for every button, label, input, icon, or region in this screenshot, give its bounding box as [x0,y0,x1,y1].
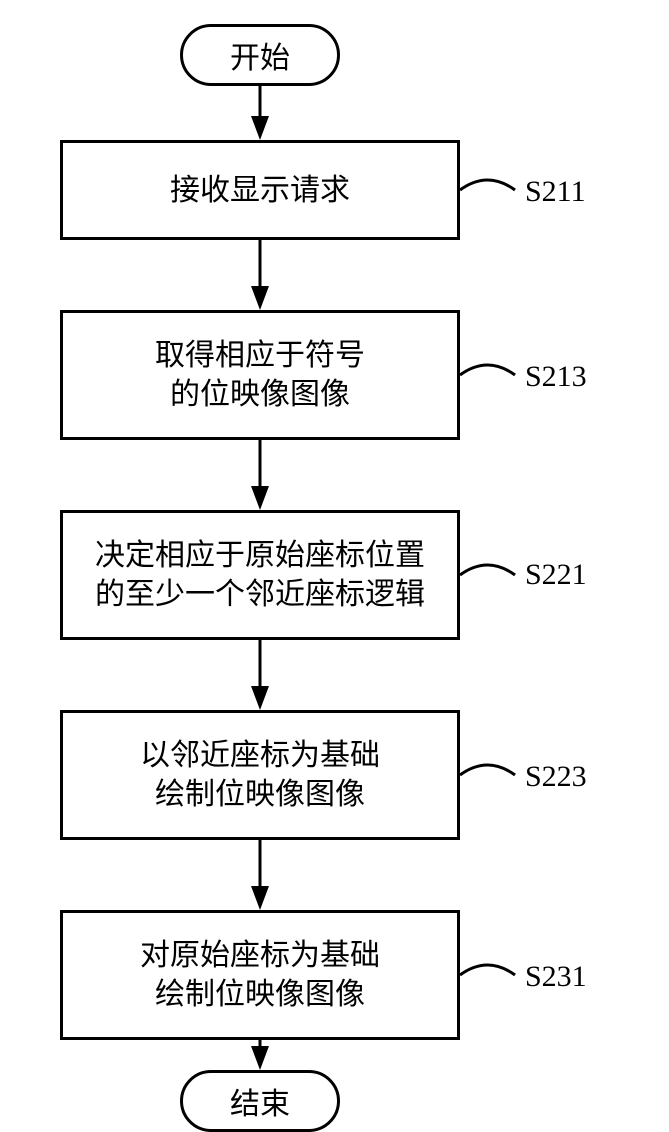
process-s221: 决定相应于原始座标位置 的至少一个邻近座标逻辑 [60,510,460,640]
process-s211: 接收显示请求 [60,140,460,240]
flowchart-canvas: 开始 接收显示请求 取得相应于符号 的位映像图像 决定相应于原始座标位置 的至少… [0,0,669,1113]
start-node: 开始 [180,24,340,86]
process-s213: 取得相应于符号 的位映像图像 [60,310,460,440]
label-s211: S211 [525,175,586,209]
process-s223: 以邻近座标为基础 绘制位映像图像 [60,710,460,840]
label-s213: S213 [525,360,587,394]
label-s231: S231 [525,960,587,994]
end-node: 结束 [180,1070,340,1132]
label-s223: S223 [525,760,587,794]
process-s231: 对原始座标为基础 绘制位映像图像 [60,910,460,1040]
label-s221: S221 [525,558,587,592]
